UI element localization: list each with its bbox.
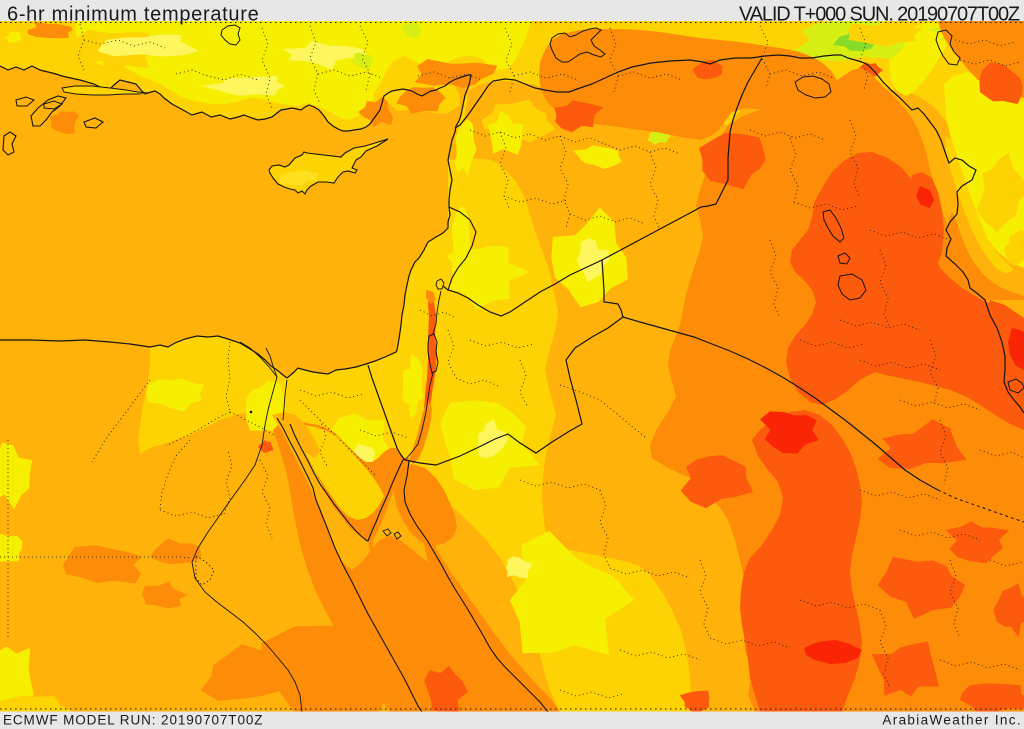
svg-text:ECMWF MODEL RUN: 20190707T00Z: ECMWF MODEL RUN: 20190707T00Z xyxy=(3,713,263,728)
svg-text:VALID T+000 SUN. 20190707T00Z: VALID T+000 SUN. 20190707T00Z xyxy=(739,4,1020,26)
svg-text:6-hr minimum temperature: 6-hr minimum temperature xyxy=(7,4,259,26)
svg-text:ArabiaWeather Inc.: ArabiaWeather Inc. xyxy=(882,713,1022,728)
